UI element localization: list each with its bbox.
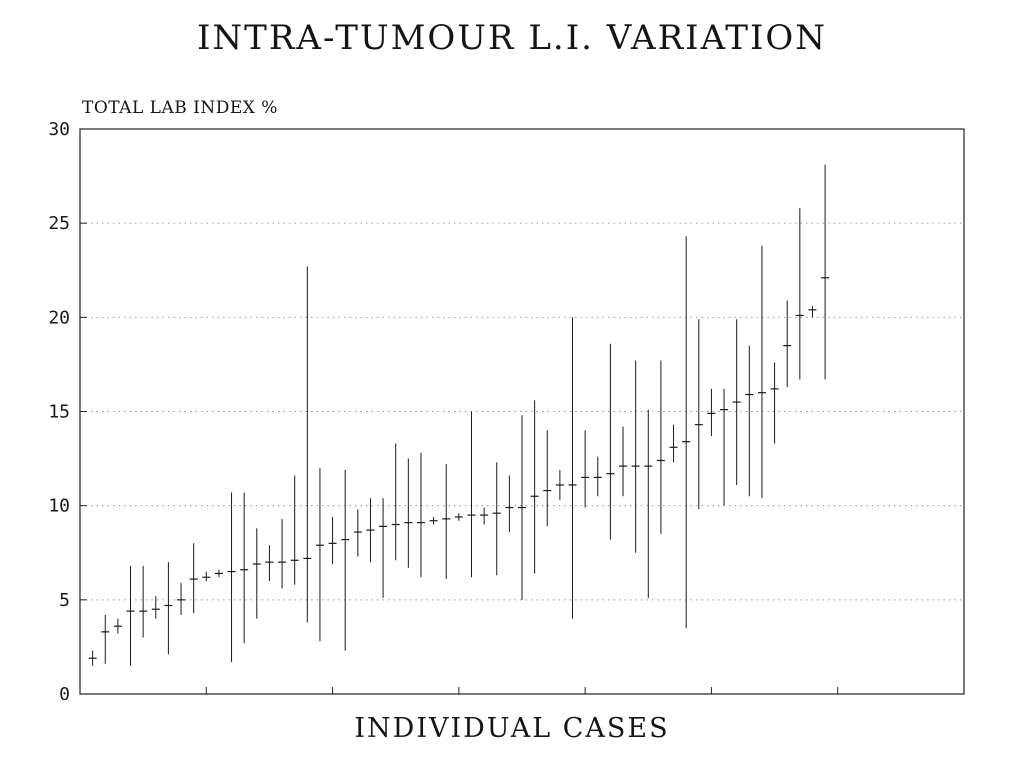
data-point xyxy=(492,462,501,576)
y-tick-label: 30 xyxy=(48,119,70,140)
data-point xyxy=(328,516,337,565)
data-point xyxy=(214,569,223,578)
y-tick-label: 10 xyxy=(48,496,70,517)
data-point xyxy=(555,469,564,501)
data-point xyxy=(416,452,425,578)
data-point xyxy=(530,400,539,574)
data-point xyxy=(126,565,135,666)
data-point xyxy=(581,430,590,508)
data-point xyxy=(505,475,514,533)
data-point xyxy=(202,571,211,581)
data-point xyxy=(631,360,640,553)
chart-title: INTRA-TUMOUR L.I. VARIATION xyxy=(196,18,828,58)
data-point xyxy=(303,266,312,623)
data-point xyxy=(240,492,249,644)
y-tick-label: 0 xyxy=(59,684,70,700)
data-point xyxy=(543,430,552,527)
data-point xyxy=(720,388,729,506)
data-point xyxy=(341,469,350,651)
data-point xyxy=(278,518,287,589)
data-point xyxy=(694,319,703,510)
data-point xyxy=(177,582,186,615)
data-point xyxy=(265,545,274,581)
data-point xyxy=(442,464,451,580)
data-point xyxy=(252,528,261,619)
data-point xyxy=(669,424,678,463)
data-point xyxy=(164,562,173,655)
y-tick-label: 20 xyxy=(48,307,70,328)
data-point xyxy=(227,492,236,662)
data-point xyxy=(518,415,526,600)
data-point xyxy=(795,208,804,380)
y-axis-label: TOTAL LAB INDEX % xyxy=(82,98,278,118)
data-point xyxy=(593,456,602,497)
data-point xyxy=(290,475,299,585)
data-point xyxy=(113,618,122,634)
plot-area: 0 5 10 15 20 25 30 xyxy=(48,119,965,700)
data-point xyxy=(454,513,463,521)
data-point xyxy=(429,516,438,525)
data-point xyxy=(821,164,830,380)
data-point xyxy=(732,319,741,485)
data-point xyxy=(391,443,400,561)
data-point xyxy=(656,360,665,534)
x-axis-label: INDIVIDUAL CASES xyxy=(354,713,670,744)
y-tick-label: 15 xyxy=(48,402,70,423)
data-point xyxy=(379,498,388,598)
data-point xyxy=(644,409,653,598)
data-point xyxy=(808,306,817,318)
data-point xyxy=(467,411,476,578)
data-point xyxy=(619,426,628,497)
data-point xyxy=(757,245,766,499)
data-point xyxy=(151,596,160,619)
data-point xyxy=(189,543,198,614)
y-tick-label: 5 xyxy=(59,590,70,611)
data-point xyxy=(568,317,577,619)
data-point xyxy=(315,468,324,642)
data-point xyxy=(480,507,489,525)
data-point xyxy=(783,300,792,388)
data-point xyxy=(139,565,148,638)
data-point xyxy=(745,345,754,497)
data-point xyxy=(88,650,97,666)
data-point xyxy=(682,236,691,629)
data-point xyxy=(404,458,413,568)
data-point xyxy=(366,498,375,563)
data-point xyxy=(707,388,716,436)
y-tick-label: 25 xyxy=(48,213,70,234)
data-point xyxy=(101,614,110,664)
data-point xyxy=(353,509,362,557)
data-point xyxy=(606,343,615,540)
data-point xyxy=(770,362,779,444)
